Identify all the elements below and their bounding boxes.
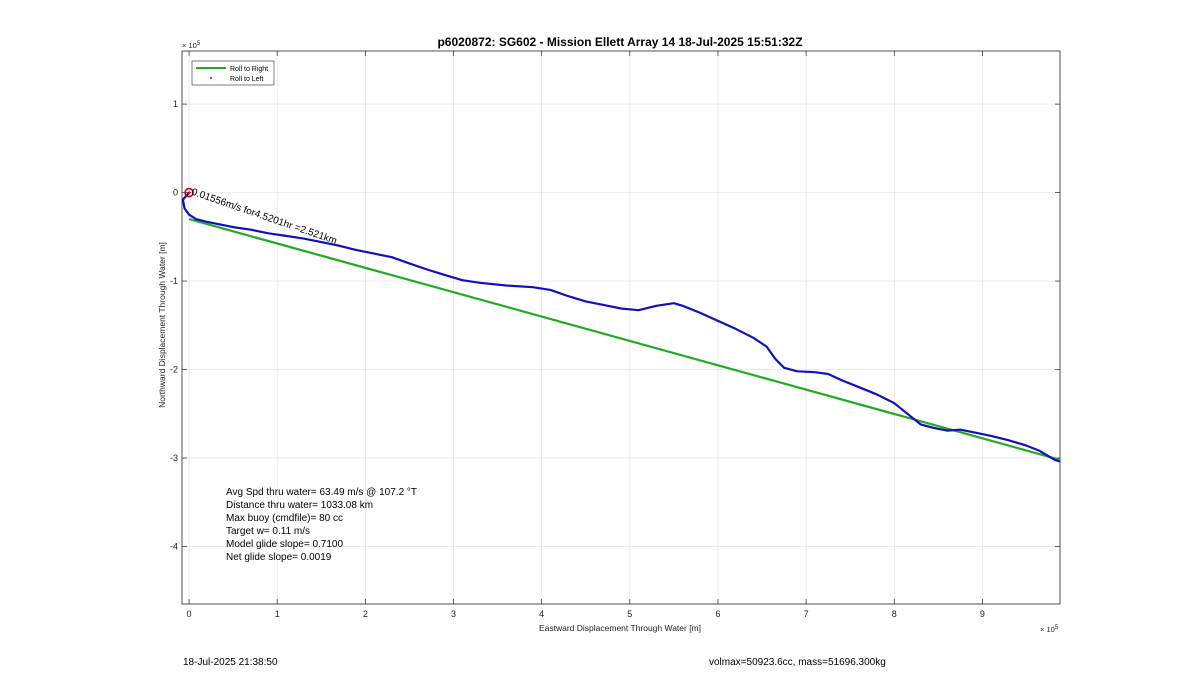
legend-box bbox=[191, 60, 275, 86]
y-tick-label: 1 bbox=[173, 99, 178, 109]
legend-label-roll-right: Roll to Right bbox=[230, 66, 268, 73]
info-text-block: Avg Spd thru water= 63.49 m/s @ 107.2 °T… bbox=[226, 487, 417, 563]
x-tick-label: 7 bbox=[804, 609, 809, 619]
axis-ticks: 0 1 2 3 4 5 6 7 8 910-1-2-3-4 bbox=[170, 51, 1060, 619]
info-line-model-glide: Model glide slope= 0.7100 bbox=[226, 539, 343, 550]
x-tick-label: 5 bbox=[627, 609, 632, 619]
y-tick-label: -4 bbox=[170, 541, 178, 551]
svg-text:× 105: × 105 bbox=[182, 41, 201, 50]
track-annotation: 0.01556m/s for4.5201hr =2.521km bbox=[190, 187, 338, 247]
info-line-max-buoy: Max buoy (cmdfile)= 80 cc bbox=[226, 513, 343, 524]
grid-lines bbox=[182, 51, 1060, 604]
legend: Roll to Right Roll to Left bbox=[191, 60, 275, 86]
y-axis-label: Northward Displacement Through Water [m] bbox=[157, 242, 167, 408]
y-tick-label: -3 bbox=[170, 453, 178, 463]
legend-swatch-roll-left bbox=[210, 77, 212, 79]
info-line-target-w: Target w= 0.11 m/s bbox=[226, 526, 310, 537]
start-marker-circle bbox=[184, 187, 194, 198]
y-exponent-base: × 10 bbox=[182, 41, 197, 50]
x-tick-label: 8 bbox=[892, 609, 897, 619]
x-tick-label: 0 bbox=[187, 609, 192, 619]
x-tick-label: 2 bbox=[363, 609, 368, 619]
footer-info: volmax=50923.6cc, mass=51696.300kg bbox=[709, 657, 886, 668]
x-tick-label: 3 bbox=[451, 609, 456, 619]
x-tick-label: 1 bbox=[275, 609, 280, 619]
y-tick-label: 0 bbox=[173, 188, 178, 198]
start-marker-cross bbox=[187, 190, 192, 195]
info-line-net-glide: Net glide slope= 0.0019 bbox=[226, 552, 332, 563]
info-line-avg-speed: Avg Spd thru water= 63.49 m/s @ 107.2 °T bbox=[226, 487, 417, 498]
y-exponent-power: 5 bbox=[197, 41, 201, 47]
x-exponent-base: × 10 bbox=[1040, 625, 1055, 634]
y-tick-label: -2 bbox=[170, 365, 178, 375]
y-exponent-label: × 105 bbox=[182, 41, 201, 50]
info-line-distance: Distance thru water= 1033.08 km bbox=[226, 500, 373, 511]
x-exponent-label: × 105 bbox=[1040, 625, 1059, 634]
x-exponent-power: 5 bbox=[1055, 625, 1059, 631]
plot-area-border bbox=[181, 50, 1061, 605]
series-line-roll-right bbox=[188, 218, 1061, 461]
legend-label-roll-left: Roll to Left bbox=[230, 76, 264, 83]
x-axis-label: Eastward Displacement Through Water [m] bbox=[539, 623, 701, 633]
chart-title: p6020872: SG602 - Mission Ellett Array 1… bbox=[437, 35, 802, 49]
svg-text:× 105: × 105 bbox=[1040, 625, 1059, 634]
y-tick-label: -1 bbox=[170, 276, 178, 286]
x-tick-label: 6 bbox=[715, 609, 720, 619]
annotation-layer: 0.01556m/s for4.5201hr =2.521km bbox=[190, 187, 338, 247]
series-line-track bbox=[181, 191, 1061, 463]
x-tick-label: 4 bbox=[539, 609, 544, 619]
series-layer bbox=[181, 187, 1061, 463]
x-tick-label: 9 bbox=[980, 609, 985, 619]
footer-timestamp: 18-Jul-2025 21:38:50 bbox=[183, 657, 278, 668]
